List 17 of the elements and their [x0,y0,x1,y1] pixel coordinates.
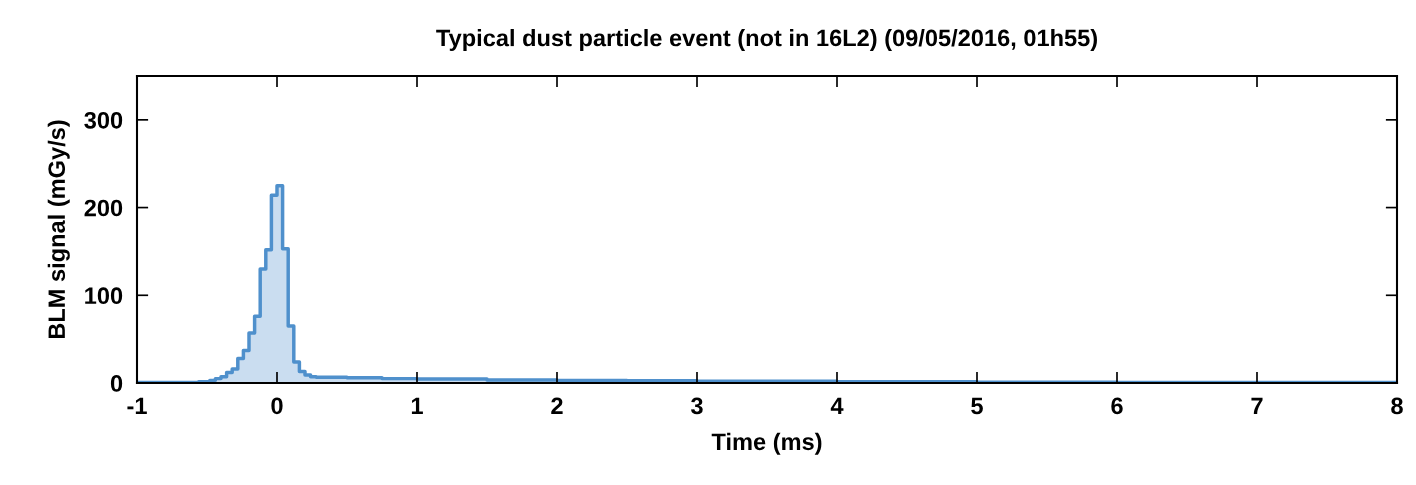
x-axis-title: Time (ms) [711,432,822,455]
x-tick-label: 0 [271,397,283,415]
x-tick-label: 3 [690,397,703,415]
y-tick-label: 0 [110,375,123,392]
x-tick-label: 1 [411,397,423,414]
chart-title: Typical dust particle event (not in 16L2) (09/05/2016, 01h55) [436,29,1097,51]
x-tick-label: 2 [551,397,563,414]
y-tick-label: 300 [84,111,123,129]
x-tick-label: 8 [1391,397,1403,415]
x-tick-label: 7 [1251,397,1263,414]
y-tick-label: 200 [84,199,123,217]
y-tick-label: 100 [85,287,123,305]
x-tick-label: 6 [1111,397,1123,415]
y-axis-title: BLM signal (mGy/s) [47,120,70,339]
x-tick-label: -1 [127,397,147,414]
x-tick-label: 5 [971,397,983,415]
x-tick-label: 4 [830,397,844,414]
